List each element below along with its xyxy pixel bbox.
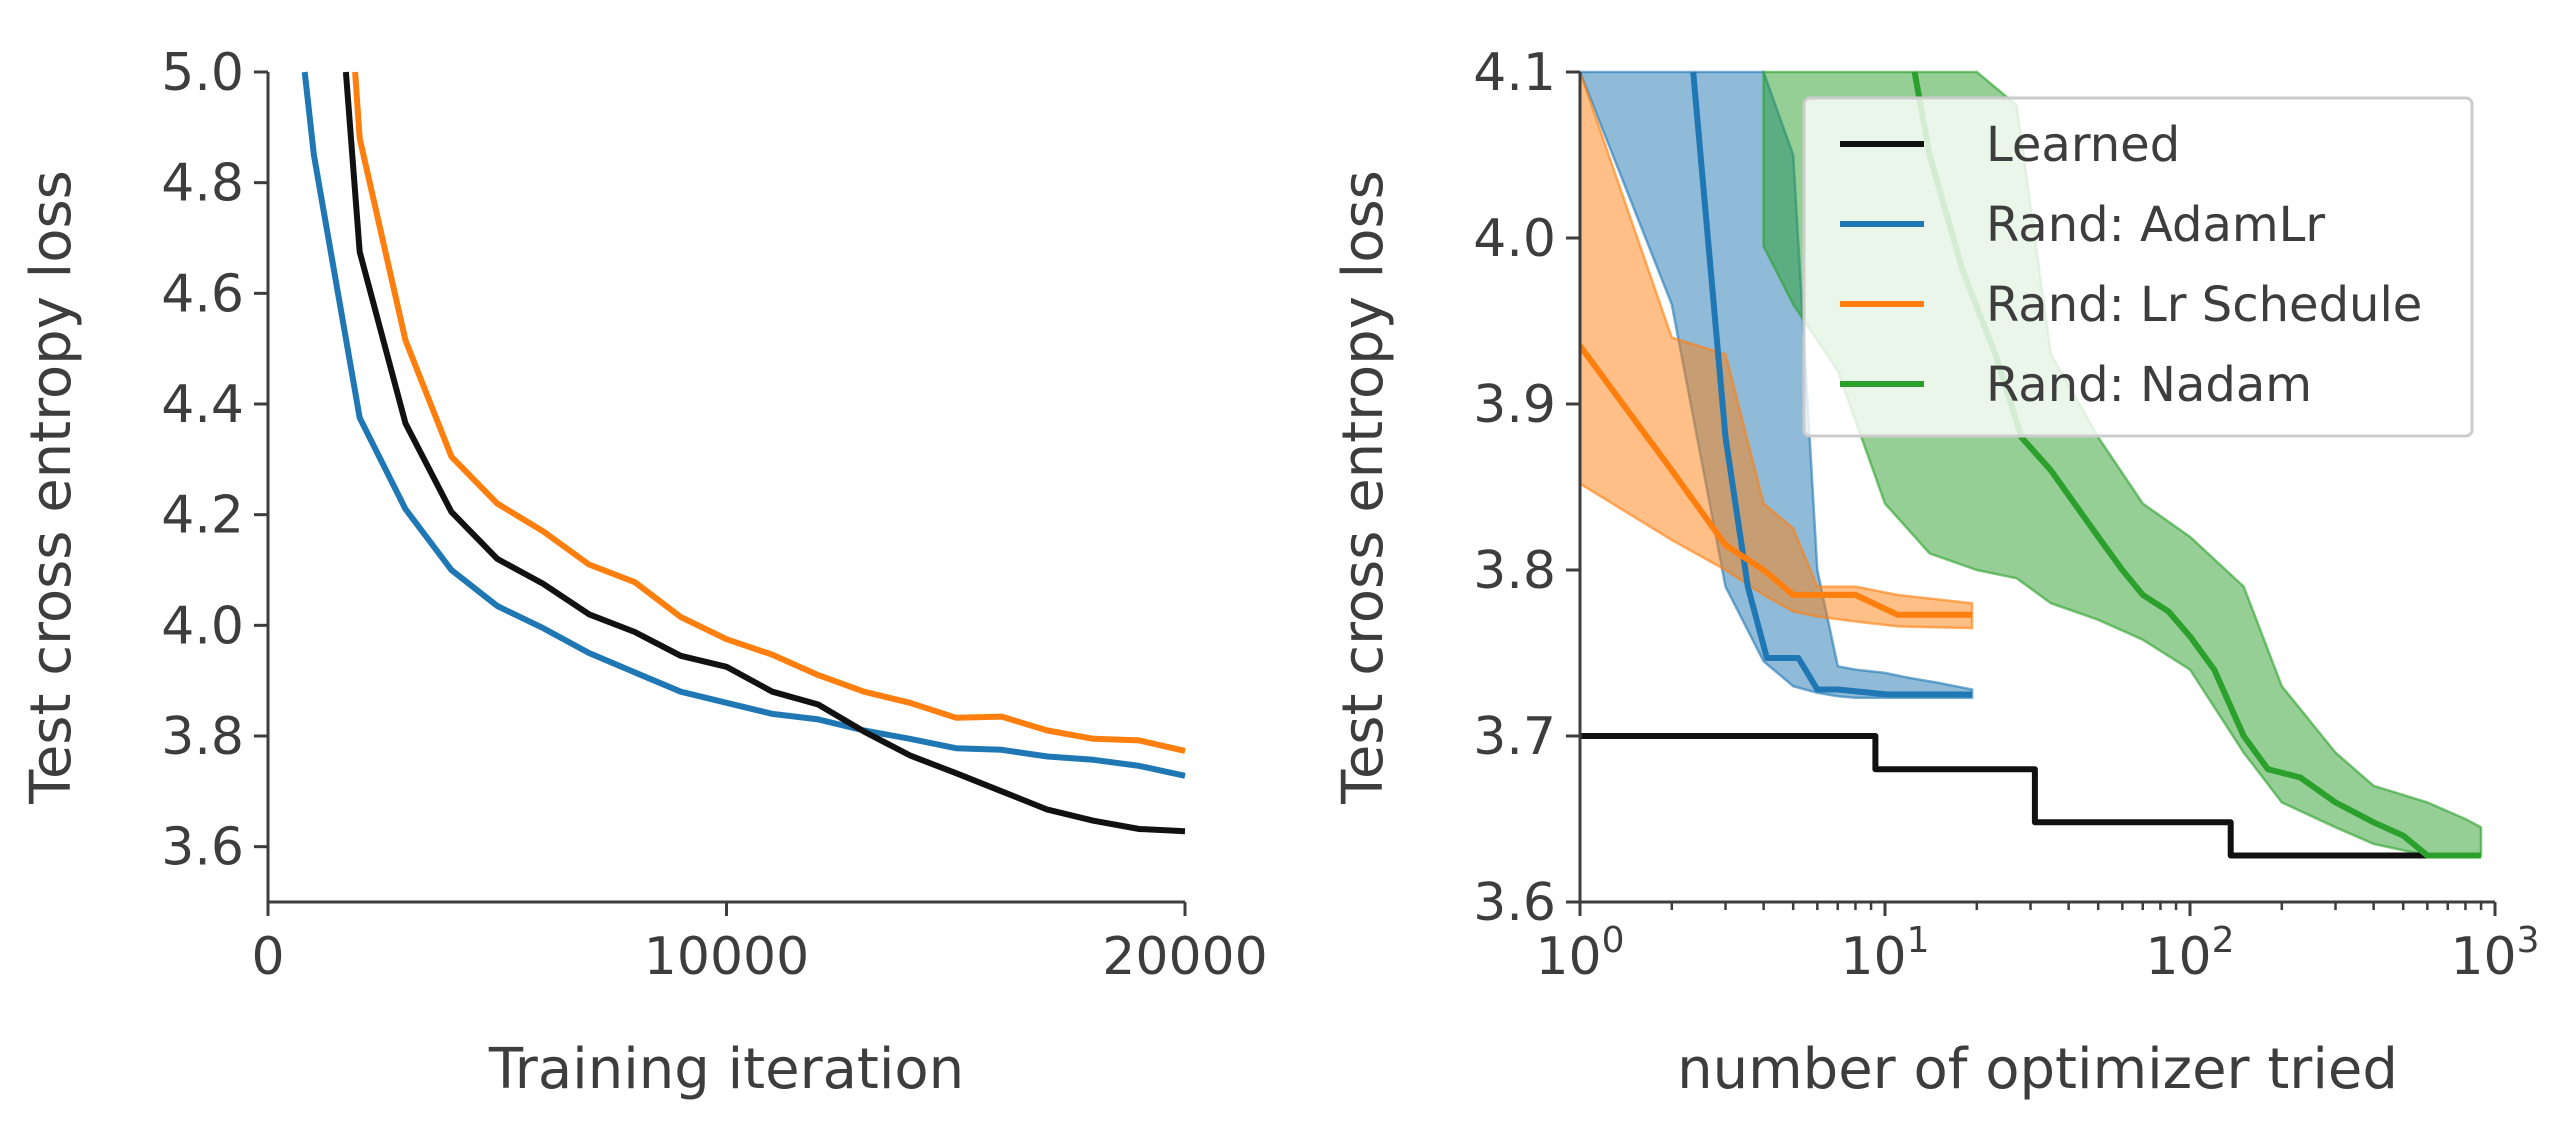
- line-series-1: [342, 71, 1186, 835]
- y-tick-label: 3.6: [161, 818, 244, 878]
- x-axis-label: Training iteration: [488, 1037, 964, 1102]
- y-tick-label: 5.0: [161, 43, 244, 103]
- x-tick-label: 20000: [1102, 927, 1267, 987]
- y-axis-label: Test cross entropy loss: [1331, 170, 1396, 805]
- y-tick-label: 3.9: [1473, 375, 1556, 435]
- y-tick-label: 4.8: [161, 154, 244, 214]
- y-tick-label: 3.8: [161, 707, 244, 767]
- y-tick-label: 4.0: [161, 596, 244, 656]
- line-series-0: [301, 71, 1186, 779]
- y-tick-label: 3.7: [1473, 707, 1556, 767]
- plot-area: [301, 71, 1186, 835]
- x-tick-label: 102: [2145, 920, 2234, 987]
- y-tick-label: 4.4: [161, 375, 244, 435]
- y-tick-label: 3.6: [1473, 873, 1556, 933]
- x-tick-label: 100: [1535, 920, 1624, 987]
- legend-label: Rand: Nadam: [1986, 357, 2312, 413]
- left-chart: 3.6 3.8 4.0 4.2 4.4 4.6 4.8 5.0 0 10000 20000 Train…: [19, 43, 1268, 1102]
- x-tick-label: 101: [1840, 920, 1929, 987]
- line-series-2: [352, 71, 1186, 754]
- legend: Learned Rand: AdamLr Rand: Lr Schedule Rand…: [1802, 96, 2474, 438]
- y-tick-label: 3.8: [1473, 541, 1556, 601]
- legend-box: [1802, 96, 2474, 438]
- line-series-2: [1580, 344, 1973, 618]
- band-series-2: [1580, 71, 1974, 630]
- legend-label: Learned: [1986, 117, 2180, 173]
- line-series-0: [1580, 733, 2448, 859]
- x-tick-label: 0: [251, 927, 284, 987]
- legend-label: Rand: Lr Schedule: [1986, 277, 2422, 333]
- right-chart: 3.6 3.7 3.8 3.9 4.0 4.1 100 101 102 103 number of …: [1331, 43, 2540, 1102]
- x-tick-label: 10000: [644, 927, 809, 987]
- y-tick-label: 4.2: [161, 486, 244, 546]
- y-tick-label: 4.0: [1473, 209, 1556, 269]
- legend-label: Rand: AdamLr: [1986, 197, 2325, 253]
- y-axis-label: Test cross entropy loss: [19, 170, 84, 805]
- line-series-1: [1690, 71, 1973, 698]
- x-axis-label: number of optimizer tried: [1677, 1037, 2398, 1102]
- y-tick-label: 4.6: [161, 264, 244, 324]
- x-tick-label: 103: [2450, 920, 2539, 987]
- y-tick-label: 4.1: [1473, 43, 1556, 103]
